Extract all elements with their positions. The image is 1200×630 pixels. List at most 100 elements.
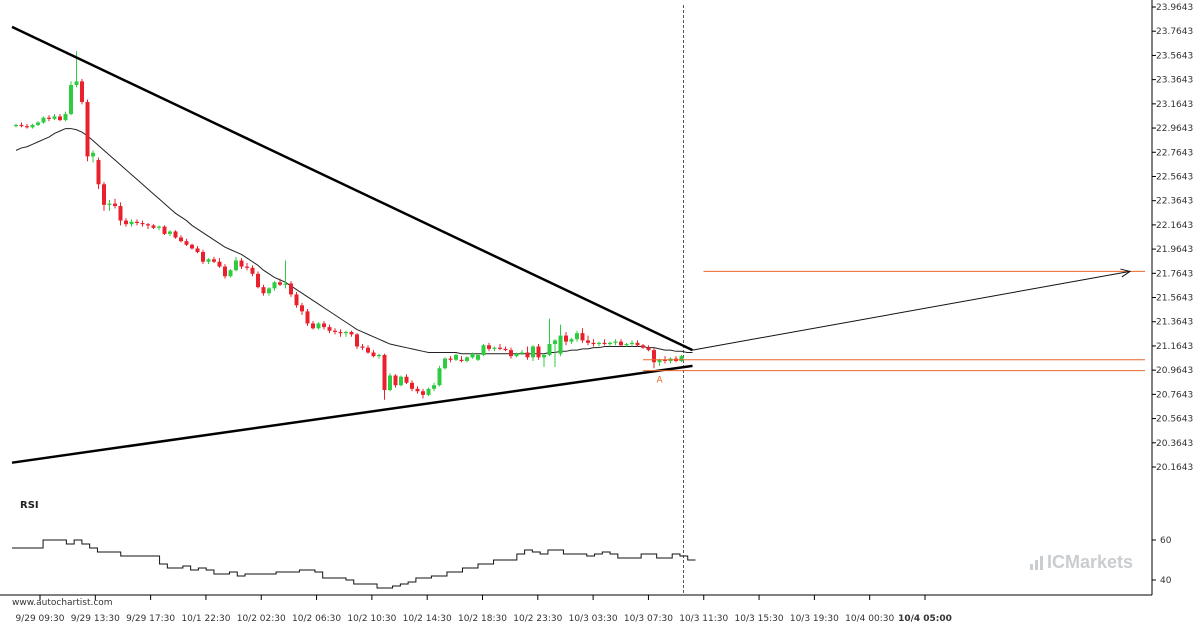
candle-body (272, 282, 277, 289)
candle-body (173, 231, 178, 238)
candle-body (69, 84, 73, 115)
price-tick-label: 22.7643 (1156, 148, 1193, 158)
time-tick-label: 9/29 13:30 (71, 614, 120, 624)
candle-body (459, 359, 464, 361)
candle-body (30, 124, 35, 128)
time-tick-label: 10/2 14:30 (403, 614, 452, 624)
candle-body (278, 282, 282, 285)
time-tick-label: 10/2 06:30 (292, 614, 341, 624)
time-tick-label: 10/3 07:30 (624, 614, 673, 624)
candle-body (195, 248, 200, 253)
candle-body (437, 368, 442, 386)
candle-body (157, 226, 161, 228)
price-tick-label: 21.3643 (1156, 318, 1193, 328)
candle-body (388, 375, 392, 391)
candle-body (514, 353, 519, 357)
candle-body (476, 354, 480, 360)
candle-body (311, 323, 315, 329)
candle-body (564, 335, 568, 342)
candle-body (415, 388, 420, 392)
forecast-arrowhead (1120, 268, 1132, 278)
price-tick-label: 23.1643 (1156, 100, 1193, 110)
candle-body (305, 311, 310, 324)
time-tick-label: 9/29 09:30 (15, 614, 64, 624)
time-tick-label: 10/3 03:30 (569, 614, 618, 624)
time-tick-label: 10/3 19:30 (790, 614, 839, 624)
candle-body (454, 354, 458, 360)
candle-body (129, 221, 134, 225)
candle-body (657, 359, 662, 363)
candle-body (151, 225, 156, 228)
rsi-axis: 60 40 (1152, 536, 1172, 586)
candle-body (201, 252, 205, 262)
pattern-point-label: A (657, 376, 664, 386)
candle-body (135, 221, 139, 223)
candle-body (140, 222, 145, 225)
candle-body (338, 331, 343, 334)
rsi-panel: RSI (12, 500, 696, 589)
candle-body (481, 345, 486, 355)
time-tick-label: 9/29 17:30 (126, 614, 175, 624)
candle-body (107, 203, 112, 205)
source-watermark: www.autochartist.com (12, 598, 113, 608)
price-tick-label: 23.3643 (1156, 76, 1193, 86)
candle-body (410, 382, 414, 389)
candle-body (597, 342, 601, 345)
brand-name: ICMarkets (1047, 552, 1134, 572)
candle-body (652, 350, 656, 363)
candle-body (399, 376, 403, 386)
candle-body (118, 206, 123, 221)
price-tick-label: 23.5643 (1156, 51, 1193, 61)
candle-body (217, 261, 222, 267)
candle-body (382, 354, 387, 391)
candle-body (234, 260, 238, 271)
candle-body (509, 350, 513, 357)
candle-body (630, 342, 634, 345)
price-tick-label: 22.1643 (1156, 221, 1193, 231)
time-tick-label: 10/1 22:30 (181, 614, 230, 624)
candle-body (74, 81, 79, 85)
candle-body (492, 347, 497, 349)
price-tick-label: 22.5643 (1156, 172, 1193, 182)
candle-body (63, 114, 68, 121)
candle-body (206, 259, 211, 262)
candle-body (371, 352, 376, 357)
candle-body (96, 160, 101, 185)
rsi-tick-label: 40 (1160, 576, 1172, 586)
candle-body (300, 305, 304, 312)
candle-body (355, 334, 359, 347)
price-tick-label: 21.9643 (1156, 245, 1193, 255)
candle-body (377, 354, 381, 357)
brand-bars-icon (1030, 555, 1043, 570)
candle-body (525, 352, 530, 358)
candle-body (619, 341, 623, 346)
moving-average-line (15, 128, 693, 355)
candle-body (228, 270, 233, 277)
candle-body (608, 342, 612, 345)
candle-body (85, 101, 90, 157)
trendline (11, 25, 694, 352)
candle-body (641, 345, 645, 348)
candle-body (256, 273, 260, 288)
candle-body (448, 358, 453, 360)
candle-body (580, 333, 585, 341)
candle-body (663, 359, 667, 361)
candle-body (443, 358, 447, 369)
candle-body (168, 231, 172, 234)
brand-logo: ICMarkets (1030, 552, 1133, 573)
candle-body (470, 353, 475, 358)
candle-body (322, 323, 326, 328)
forecast-arrow-line (692, 270, 1131, 351)
candle-body (25, 126, 29, 128)
candle-body (531, 346, 535, 358)
time-tick-label: 10/3 11:30 (679, 614, 728, 624)
candle-body (569, 339, 574, 342)
candle-body (113, 203, 117, 207)
candle-body (58, 116, 62, 121)
candle-body (602, 342, 607, 345)
candle-body (591, 342, 596, 345)
candle-body (283, 283, 288, 285)
candle-body (432, 385, 436, 389)
price-panel: A (11, 5, 1145, 595)
